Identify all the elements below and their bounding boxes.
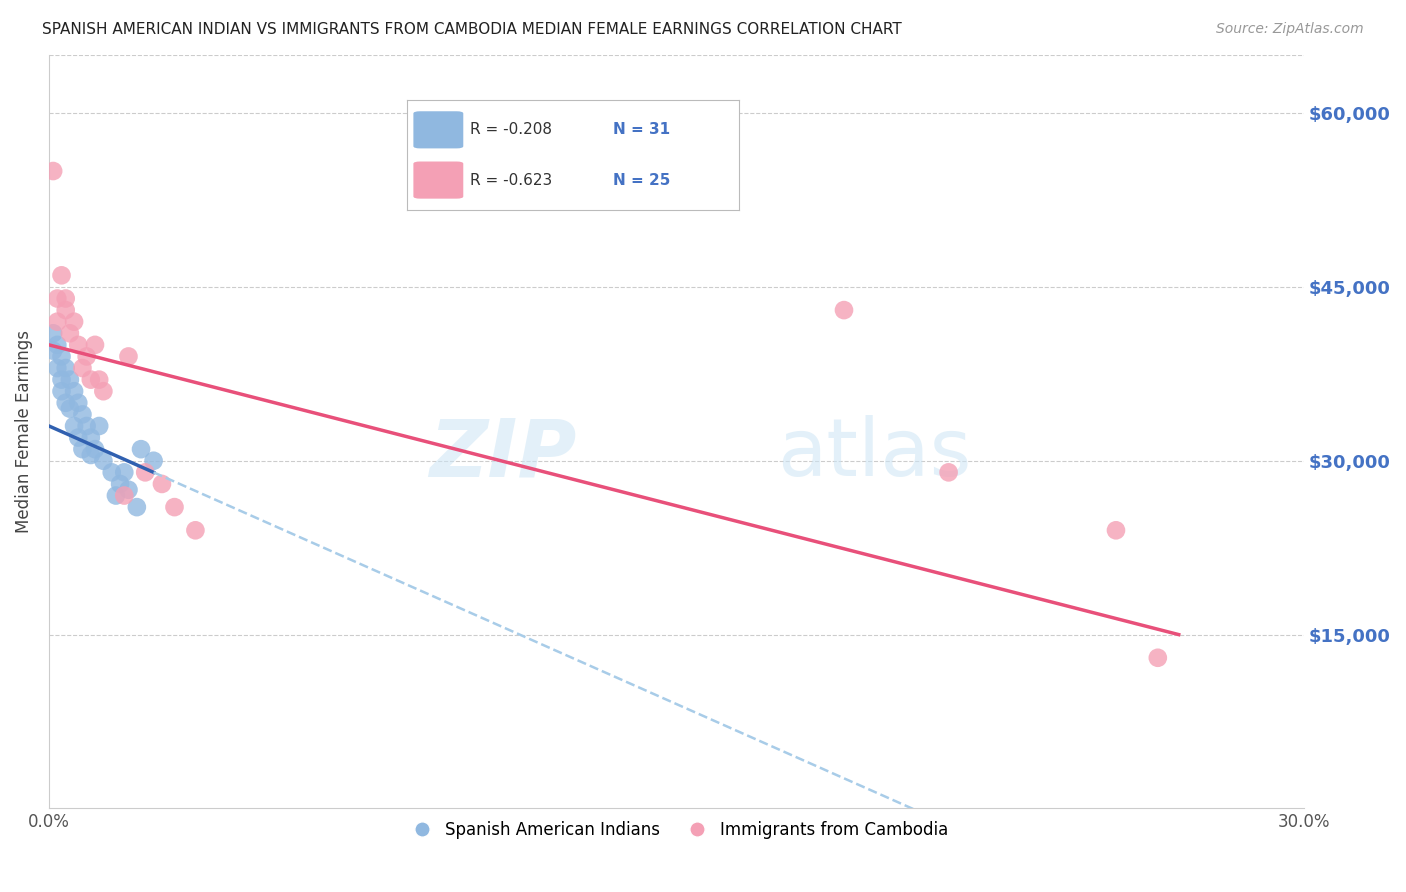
Point [117, 350, 139, 364]
Point [63, 419, 86, 434]
Point [46, 338, 69, 352]
Text: ZIP: ZIP [429, 416, 576, 493]
Point [184, 524, 207, 538]
Point [93, 384, 115, 399]
Legend: Spanish American Indians, Immigrants from Cambodia: Spanish American Indians, Immigrants fro… [398, 814, 955, 846]
Point [89, 419, 111, 434]
Point [80, 373, 103, 387]
Point [55, 396, 77, 410]
Point [100, 466, 122, 480]
Point [46, 315, 69, 329]
Point [42, 343, 65, 358]
Point [59, 373, 82, 387]
Point [42, 164, 65, 178]
Point [67, 338, 90, 352]
Point [72, 361, 94, 376]
Y-axis label: Median Female Earnings: Median Female Earnings [15, 330, 32, 533]
Point [46, 292, 69, 306]
Text: Source: ZipAtlas.com: Source: ZipAtlas.com [1216, 22, 1364, 37]
Point [59, 401, 82, 416]
Point [80, 448, 103, 462]
Point [63, 315, 86, 329]
Point [51, 268, 73, 283]
Point [150, 477, 173, 491]
Point [84, 338, 107, 352]
Point [46, 361, 69, 376]
Point [104, 489, 127, 503]
Point [117, 483, 139, 497]
Point [76, 350, 98, 364]
Point [125, 500, 148, 515]
Point [112, 466, 135, 480]
Point [42, 326, 65, 341]
Point [1105, 524, 1128, 538]
Point [72, 408, 94, 422]
Point [142, 454, 165, 468]
Point [832, 303, 855, 318]
Point [51, 350, 73, 364]
Point [55, 303, 77, 318]
Point [76, 419, 98, 434]
Point [59, 326, 82, 341]
Point [84, 442, 107, 457]
Point [1146, 650, 1168, 665]
Point [67, 396, 90, 410]
Point [108, 477, 131, 491]
Point [67, 431, 90, 445]
Point [89, 373, 111, 387]
Point [51, 373, 73, 387]
Point [55, 361, 77, 376]
Point [134, 466, 156, 480]
Point [72, 442, 94, 457]
Point [93, 454, 115, 468]
Point [80, 431, 103, 445]
Point [129, 442, 152, 457]
Text: SPANISH AMERICAN INDIAN VS IMMIGRANTS FROM CAMBODIA MEDIAN FEMALE EARNINGS CORRE: SPANISH AMERICAN INDIAN VS IMMIGRANTS FR… [42, 22, 901, 37]
Text: atlas: atlas [778, 416, 972, 493]
Point [112, 489, 135, 503]
Point [163, 500, 186, 515]
Point [938, 466, 960, 480]
Point [55, 292, 77, 306]
Point [63, 384, 86, 399]
Point [51, 384, 73, 399]
